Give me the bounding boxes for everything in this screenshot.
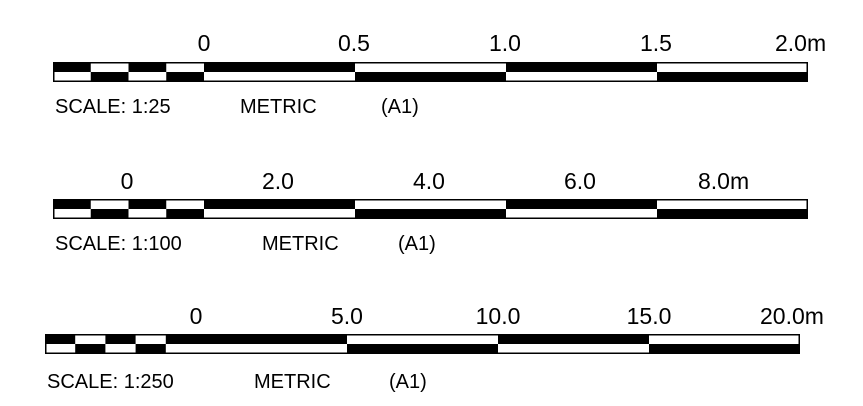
segment-fill <box>204 62 355 72</box>
segment-fill <box>355 209 506 219</box>
tick-label: 5.0 <box>331 303 363 329</box>
checker-cell <box>105 334 136 344</box>
checker-cell <box>135 344 166 354</box>
checker-bar <box>53 62 808 82</box>
tick-label: 4.0 <box>413 168 445 194</box>
tick-label: 2.0 <box>262 168 294 194</box>
checker-cell <box>166 209 204 219</box>
scale-bar-1-100: 0 2.0 4.0 6.0 8.0m SCALE: 1:100 METRIC (… <box>53 168 808 255</box>
bar-outline <box>45 334 800 354</box>
checker-cell <box>165 334 196 344</box>
unit-system: METRIC <box>240 96 317 118</box>
segment-fill <box>649 344 800 354</box>
unit-system: METRIC <box>262 233 339 255</box>
tick-label: 20.0m <box>760 303 824 329</box>
checker-cell <box>53 199 91 209</box>
segment-fill <box>196 334 347 344</box>
segment-fill <box>506 199 657 209</box>
tick-label: 8.0m <box>698 168 749 194</box>
checker-cell <box>128 62 167 72</box>
sheet-size: (A1) <box>389 371 427 393</box>
segment-fill <box>204 199 355 209</box>
tick-label: 0 <box>198 30 211 56</box>
tick-label: 6.0 <box>564 168 596 194</box>
sheet-size: (A1) <box>398 233 436 255</box>
segment-fill <box>657 72 808 82</box>
tick-label: 1.0 <box>489 30 521 56</box>
unit-system: METRIC <box>254 371 331 393</box>
tick-label: 10.0 <box>476 303 521 329</box>
checker-cell <box>75 344 106 354</box>
checker-cell <box>45 334 76 344</box>
scale-bar-1-250: 0 5.0 10.0 15.0 20.0m SCALE: 1:250 METRI… <box>45 303 824 393</box>
tick-label: 15.0 <box>627 303 672 329</box>
bar-outline <box>53 62 808 82</box>
segment-fill <box>355 72 506 82</box>
scale-caption: SCALE: 1:100 <box>55 233 182 255</box>
segment-fill <box>347 344 498 354</box>
checker-cell <box>90 72 129 82</box>
scale-bar-1-25: 0 0.5 1.0 1.5 2.0m SCALE: 1:25 METRIC (A… <box>53 30 826 118</box>
segment-fill <box>506 62 657 72</box>
checker-cell <box>53 62 91 72</box>
bar-outline <box>53 199 808 219</box>
tick-label: 0 <box>121 168 134 194</box>
tick-label: 1.5 <box>640 30 672 56</box>
sheet-size: (A1) <box>381 96 419 118</box>
scale-caption: SCALE: 1:250 <box>47 371 174 393</box>
scale-caption: SCALE: 1:25 <box>55 96 171 118</box>
tick-label: 2.0m <box>775 30 826 56</box>
checker-cell <box>128 199 167 209</box>
tick-label: 0 <box>190 303 203 329</box>
checker-cell <box>166 72 204 82</box>
segment-fill <box>657 209 808 219</box>
checker-bar <box>53 199 808 219</box>
checker-cell <box>90 209 129 219</box>
segment-fill <box>498 334 649 344</box>
tick-label: 0.5 <box>338 30 370 56</box>
checker-bar <box>45 334 800 354</box>
